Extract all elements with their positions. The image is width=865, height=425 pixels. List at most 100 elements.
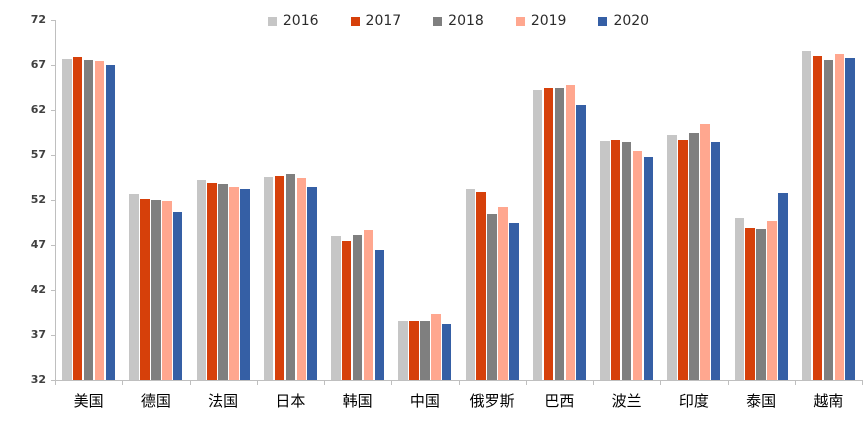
y-axis-tick [51,290,55,291]
bar [263,176,274,380]
bar [845,57,855,380]
x-axis-tick [727,381,729,385]
bar [700,124,710,380]
chart-legend: 2016 2017 2018 2019 2020 [55,14,862,28]
x-axis-tick [391,381,393,385]
bar [621,142,632,380]
legend-label: 2020 [613,13,650,29]
y-axis-tick [51,155,55,156]
bar [678,139,688,380]
x-axis-category-label: 波兰 [611,392,642,410]
x-axis-category-label: 德国 [140,392,171,410]
x-axis-line [51,380,863,381]
legend-item: 2019 [515,13,567,29]
legend-color-swatch [267,16,277,26]
legend-label: 2017 [365,13,402,29]
y-axis-tick-label: 47 [30,238,46,251]
x-axis-tick [189,381,191,385]
x-axis-category-label: 法国 [208,392,239,410]
bar [576,104,586,380]
bar [240,189,250,380]
bar [734,218,745,380]
x-axis-tick [55,381,56,385]
x-axis-category-label: 中国 [409,392,440,410]
bar [398,320,408,380]
legend-color-swatch [350,16,360,26]
bar [801,50,812,380]
y-axis-tick-label: 32 [30,373,46,386]
bar [72,56,83,380]
bar [756,228,766,380]
bar [363,229,374,380]
bar [105,65,116,380]
bar [667,135,677,380]
bar [341,240,352,380]
legend-label: 2016 [282,13,319,29]
y-axis-line [55,20,56,381]
bar [83,59,94,380]
bar [554,87,565,380]
x-axis-tick [593,381,594,385]
y-axis-tick-label: 67 [30,58,46,71]
bar [812,56,823,380]
bar [834,54,845,380]
bar [129,193,139,380]
x-axis-tick [458,381,460,385]
bar [409,320,419,380]
bar [487,214,497,380]
bar [274,175,285,380]
bar [196,180,207,380]
y-axis-tick [51,200,55,201]
bar [307,187,317,380]
bar [352,235,363,380]
y-axis-tick-label: 37 [30,328,46,341]
legend-item: 2020 [598,14,649,28]
y-axis-tick-label: 52 [30,193,46,206]
bar [162,200,172,380]
x-axis-tick [324,381,325,385]
legend-color-swatch [598,16,608,26]
bar [140,199,150,380]
bar [710,141,721,380]
bar [632,151,643,380]
legend-label: 2018 [448,13,484,29]
bar [420,320,430,380]
x-axis-tick [862,381,863,385]
bar [431,314,441,380]
x-axis-tick [794,381,796,385]
bar [745,227,755,380]
bar [331,236,341,380]
bar [689,133,699,380]
x-axis-category-label: 越南 [813,392,844,410]
y-axis-tick [51,380,55,381]
bar [296,178,307,380]
bar [172,211,183,380]
bar [207,182,217,380]
x-axis-category-label: 印度 [678,392,709,410]
x-axis-category-label: 日本 [275,392,306,410]
bar [62,58,72,380]
x-axis-tick [256,381,258,385]
y-axis-tick-label: 72 [30,13,46,26]
legend-color-swatch [515,16,525,26]
x-axis-tick [525,381,527,385]
bar [151,200,161,380]
bar [778,192,788,380]
legend-item: 2016 [267,13,319,29]
bar [767,220,777,380]
legend-item: 2018 [433,14,484,28]
bar [374,249,385,380]
bar [218,183,228,380]
x-axis-category-label: 美国 [73,392,104,410]
bar [476,191,486,380]
bar [509,222,519,380]
bar [643,156,654,380]
y-axis-tick-label: 42 [30,283,46,296]
x-axis-category-label: 泰国 [746,392,777,410]
y-axis-tick [51,110,55,111]
bar [532,90,543,380]
legend-color-swatch [433,16,443,26]
bar [441,324,452,380]
legend-label: 2019 [530,13,567,29]
